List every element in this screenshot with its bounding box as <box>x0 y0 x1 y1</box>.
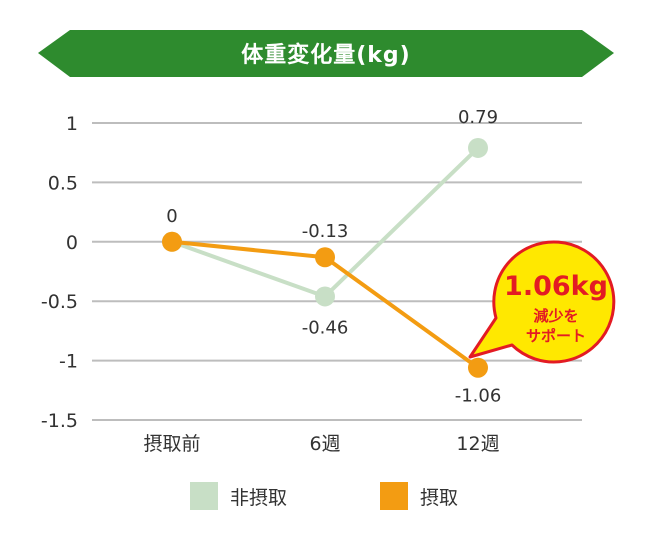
title-band <box>38 30 614 77</box>
y-tick-label: -1.5 <box>41 410 78 432</box>
y-tick-label: -0.5 <box>41 291 78 313</box>
data-label: 0 <box>166 206 177 227</box>
legend-swatch-intake <box>380 482 408 510</box>
legend-label-non-intake: 非摂取 <box>230 486 288 509</box>
data-point <box>315 247 335 268</box>
legend: 非摂取 摂取 <box>0 482 650 514</box>
callout-bubble <box>468 240 616 364</box>
data-label: -0.46 <box>302 317 349 338</box>
callout-line1: 減少を <box>533 307 578 325</box>
series-1: 0 -0.13 -1.06 <box>162 206 501 407</box>
series-layer: -0.46 0.79 0 -0.13 -1.06 <box>162 107 501 407</box>
data-point <box>162 231 182 252</box>
data-label: 0.79 <box>458 107 498 128</box>
callout-line2: サポート <box>526 327 586 345</box>
y-tick-label: 0 <box>66 232 78 254</box>
x-tick-label: 6週 <box>309 433 340 455</box>
callout-value: 1.06kg <box>504 271 608 302</box>
callout: 1.06kg 減少を サポート <box>468 240 616 364</box>
data-point <box>468 357 488 378</box>
legend-item-intake: 摂取 <box>380 482 458 510</box>
y-tick-label: -1 <box>59 351 78 373</box>
y-axis: 1 0.5 0 -0.5 -1 -1.5 <box>41 113 78 432</box>
legend-item-non-intake: 非摂取 <box>190 482 287 510</box>
data-label: -1.06 <box>455 386 502 407</box>
legend-label-intake: 摂取 <box>420 486 459 509</box>
y-tick-label: 1 <box>66 113 78 135</box>
x-tick-label: 摂取前 <box>143 433 200 455</box>
legend-swatch-non-intake <box>190 482 218 510</box>
chart-title: 体重変化量(kg) <box>241 42 411 68</box>
data-point <box>468 137 488 158</box>
x-tick-label: 12週 <box>456 433 499 455</box>
x-axis: 摂取前 6週 12週 <box>143 433 499 455</box>
y-tick-label: 0.5 <box>48 172 78 194</box>
data-point <box>315 286 335 307</box>
data-label: -0.13 <box>302 221 349 242</box>
